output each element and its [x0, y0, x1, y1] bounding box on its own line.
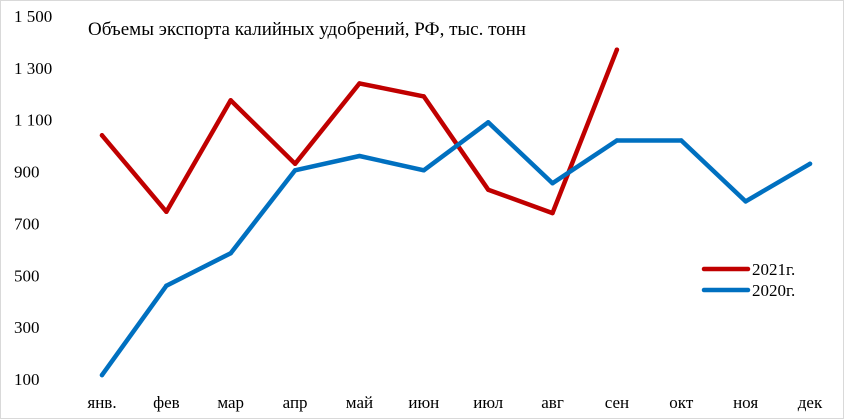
data-point — [485, 187, 491, 192]
data-point — [614, 47, 620, 52]
y-tick-label: 300 — [14, 318, 40, 337]
x-axis: янв. фев мар апр май июн июл авг сен окт ноя дек — [87, 393, 823, 412]
y-axis: 100 300 500 700 900 1 100 1 300 1 500 — [14, 7, 52, 389]
data-point — [228, 98, 233, 103]
x-tick-label: июл — [473, 393, 503, 412]
legend: 2021г. 2020г. — [701, 260, 795, 300]
y-tick-label: 900 — [14, 163, 40, 182]
y-tick-label: 700 — [14, 214, 40, 233]
data-point — [99, 372, 105, 378]
x-tick-label: авг — [541, 393, 564, 412]
x-tick-label: мар — [217, 393, 244, 412]
data-point — [421, 94, 427, 99]
data-point — [292, 161, 298, 166]
data-point — [99, 133, 105, 138]
x-tick-label: дек — [798, 393, 823, 412]
data-point — [550, 181, 555, 186]
x-tick-label: апр — [283, 393, 308, 412]
data-point — [164, 283, 169, 288]
data-point — [292, 168, 298, 173]
data-point — [550, 210, 555, 216]
x-tick-label: окт — [669, 393, 694, 412]
data-point — [228, 251, 233, 256]
y-tick-label: 500 — [14, 266, 40, 285]
data-point — [357, 81, 362, 86]
series-layer — [99, 47, 813, 378]
data-point — [164, 209, 169, 214]
data-point — [807, 161, 813, 166]
series-line-0 — [99, 47, 620, 216]
x-tick-label: фев — [153, 393, 180, 412]
y-tick-label: 100 — [14, 370, 40, 389]
x-tick-label: ноя — [733, 393, 758, 412]
series-line-1 — [99, 120, 813, 378]
y-tick-label: 1 300 — [14, 59, 52, 78]
data-point — [485, 120, 491, 125]
x-tick-label: май — [346, 393, 373, 412]
data-point — [679, 138, 684, 143]
legend-label-0: 2021г. — [752, 260, 795, 279]
x-tick-label: янв. — [87, 393, 116, 412]
data-point — [614, 138, 620, 143]
legend-label-1: 2020г. — [752, 281, 795, 300]
y-tick-label: 1 100 — [14, 111, 52, 130]
data-point — [421, 168, 427, 173]
chart-title: Объемы экспорта калийных удобрений, РФ, … — [88, 19, 526, 40]
y-tick-label: 1 500 — [14, 7, 52, 26]
data-point — [357, 153, 362, 159]
data-point — [743, 199, 748, 204]
x-tick-label: сен — [605, 393, 629, 412]
x-tick-label: июн — [408, 393, 439, 412]
